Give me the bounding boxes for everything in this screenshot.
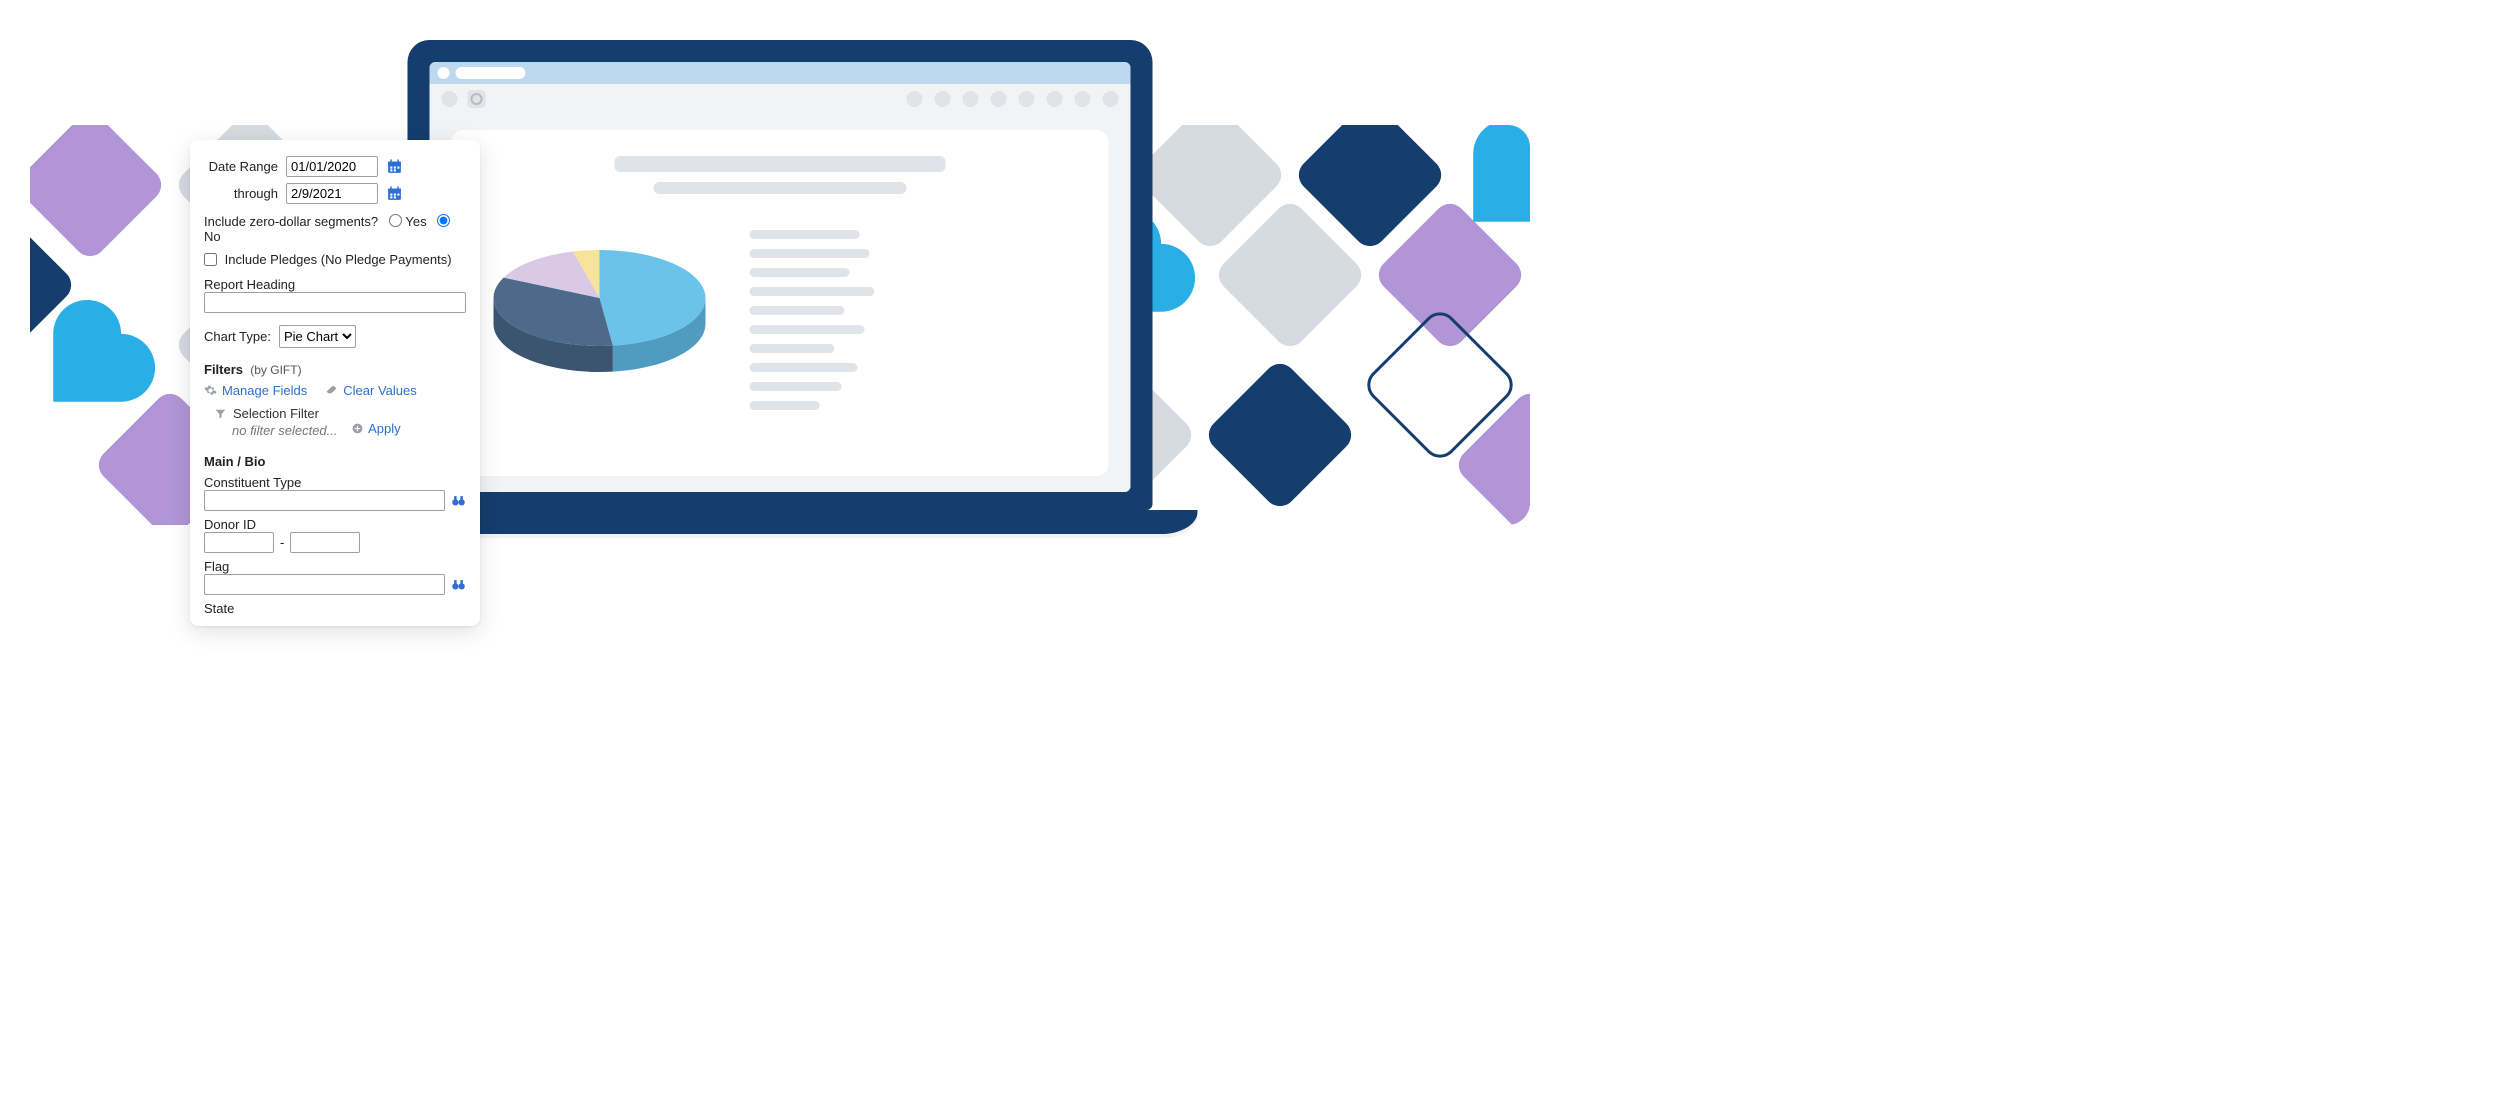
browser-tab-placeholder [456,67,526,79]
main-bio-heading: Main / Bio [204,454,265,469]
constituent-type-input[interactable] [204,490,445,511]
toolbar-placeholder-icon [935,91,951,107]
manage-fields-link[interactable]: Manage Fields [204,383,307,398]
eraser-icon [325,384,338,397]
donor-id-to-input[interactable] [290,532,360,553]
legend-placeholder-line [750,344,835,353]
date-end-input[interactable] [286,183,378,204]
filter-icon [214,407,227,420]
chart-type-label: Chart Type: [204,329,271,344]
date-start-input[interactable] [286,156,378,177]
browser-toolbar [430,84,1131,114]
toolbar-placeholder-icon [1075,91,1091,107]
laptop-base [363,510,1198,534]
include-pledges-label: Include Pledges (No Pledge Payments) [225,252,452,267]
binoculars-icon[interactable] [451,577,466,592]
placeholder-title [615,156,946,172]
constituent-type-label: Constituent Type [204,475,466,490]
browser-viewport [430,114,1131,492]
browser-tabbar [430,62,1131,84]
toolbar-placeholder-icon [1103,91,1119,107]
toolbar-placeholder-icon [963,91,979,107]
zero-dollar-question: Include zero-dollar segments? Yes No [204,214,466,244]
donor-id-from-input[interactable] [204,532,274,553]
plus-circle-icon [351,422,364,435]
legend-placeholder-line [750,249,870,258]
report-preview-panel [452,130,1109,476]
selection-filter-label: Selection Filter [233,406,319,421]
legend-placeholder-list [750,224,1081,410]
binoculars-icon[interactable] [451,493,466,508]
toolbar-placeholder-icon [1019,91,1035,107]
pie-chart [480,224,720,374]
placeholder-subtitle [654,182,906,194]
state-label: State [204,601,466,616]
legend-placeholder-line [750,363,858,372]
search-icon [468,90,486,108]
include-pledges-checkbox[interactable]: Include Pledges (No Pledge Payments) [204,252,452,267]
date-range-label: Date Range [204,159,278,174]
legend-placeholder-line [750,230,860,239]
calendar-icon[interactable] [386,185,403,202]
flag-label: Flag [204,559,466,574]
zero-dollar-label: Include zero-dollar segments? [204,214,378,229]
legend-placeholder-line [750,287,875,296]
toolbar-placeholder-icon [1047,91,1063,107]
apply-filter-link[interactable]: Apply [351,421,401,436]
legend-placeholder-line [750,382,842,391]
legend-placeholder-line [750,401,820,410]
laptop-bezel [408,40,1153,510]
report-heading-input[interactable] [204,292,466,313]
toolbar-placeholder-icon [991,91,1007,107]
filters-heading: Filters [204,362,243,377]
filters-sub: (by GIFT) [250,363,301,377]
gear-icon [204,384,217,397]
clear-values-link[interactable]: Clear Values [325,383,416,398]
report-options-panel: Date Range through Include zero-dollar s… [190,140,480,626]
chart-type-select[interactable]: Pie Chart [279,325,356,348]
donor-id-label: Donor ID [204,517,466,532]
zero-dollar-yes[interactable]: Yes [389,214,427,229]
no-filter-text: no filter selected... [232,423,338,438]
legend-placeholder-line [750,306,845,315]
toolbar-placeholder-icon [907,91,923,107]
nav-placeholder-icon [442,91,458,107]
calendar-icon[interactable] [386,158,403,175]
flag-input[interactable] [204,574,445,595]
report-heading-label: Report Heading [204,277,466,292]
window-control-icon [438,67,450,79]
laptop-screen [430,62,1131,492]
through-label: through [204,186,278,201]
legend-placeholder-line [750,268,850,277]
laptop-mock [408,40,1153,534]
legend-placeholder-line [750,325,865,334]
